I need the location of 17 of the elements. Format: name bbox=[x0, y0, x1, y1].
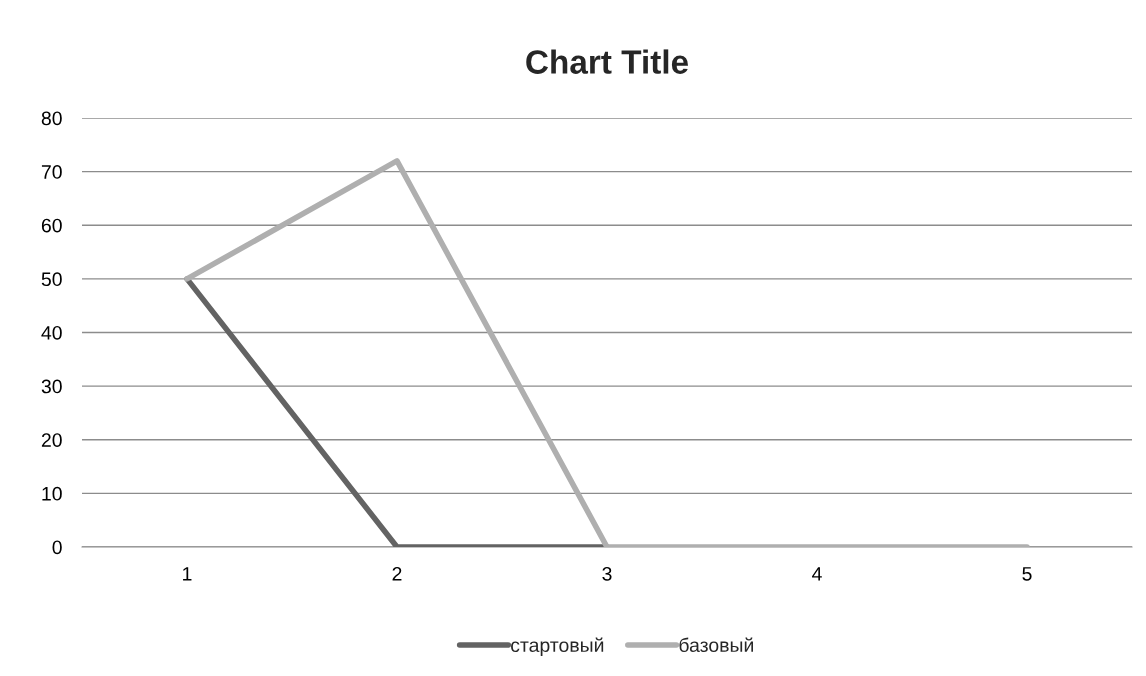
x-tick-label: 5 bbox=[1022, 567, 1032, 581]
y-tick-label: 40 bbox=[41, 325, 62, 340]
x-tick-label: 1 bbox=[183, 567, 192, 581]
x-tick-label: 3 bbox=[602, 566, 612, 581]
x-tick-label: 4 bbox=[812, 567, 822, 581]
x-tick-label: 2 bbox=[392, 566, 402, 581]
y-tick-label: 80 bbox=[41, 111, 62, 126]
y-tick-label: 30 bbox=[41, 379, 62, 394]
y-tick-label: 0 bbox=[52, 540, 62, 555]
y-tick-label: 70 bbox=[41, 165, 62, 179]
y-tick-label: 10 bbox=[42, 486, 62, 501]
chart-title: Chart Title bbox=[526, 49, 688, 74]
y-tick-label: 50 bbox=[41, 272, 62, 287]
legend-label: базовый bbox=[679, 637, 753, 653]
legend-label: стартовый bbox=[511, 637, 604, 656]
y-tick-label: 20 bbox=[41, 433, 62, 447]
y-tick-label: 60 bbox=[41, 218, 62, 233]
